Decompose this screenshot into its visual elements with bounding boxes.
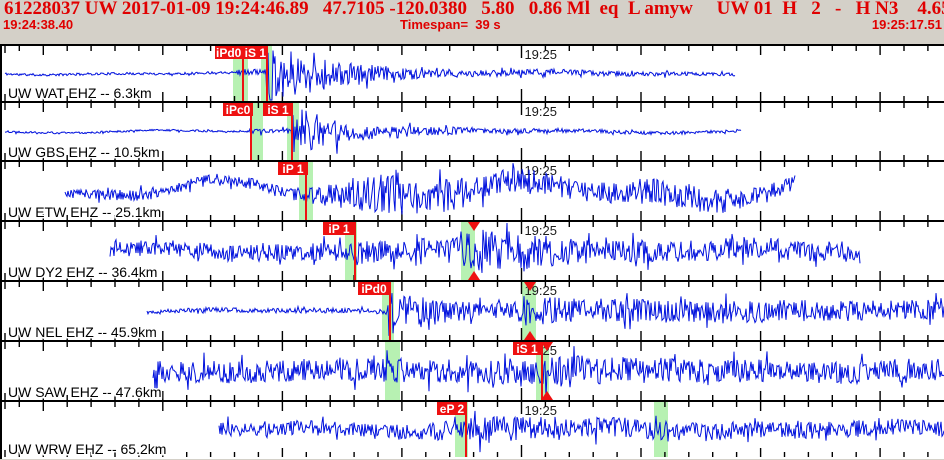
pick-label: iS 1 bbox=[516, 342, 538, 356]
pick-label: iPd0 bbox=[361, 282, 387, 296]
pick-time-line[interactable] bbox=[354, 222, 356, 280]
minute-time-label: 19:25 bbox=[524, 403, 557, 418]
time-tick-marks bbox=[4, 46, 929, 101]
pick-label-box[interactable] bbox=[278, 162, 308, 175]
station-label: UW GBS EHZ -- 10.5km bbox=[8, 144, 160, 160]
pick-label-box[interactable] bbox=[513, 342, 541, 355]
time-tick-marks bbox=[4, 402, 929, 457]
pick-label: iPd0 iS 1 bbox=[216, 46, 266, 60]
seismogram-trace[interactable] bbox=[152, 346, 944, 400]
panel-separator bbox=[0, 101, 944, 103]
pick-flag-top-icon[interactable] bbox=[541, 342, 553, 351]
pick-label-box[interactable] bbox=[215, 46, 267, 59]
pick-label-box[interactable] bbox=[437, 402, 467, 415]
minute-time-label: 19:25 bbox=[524, 223, 557, 238]
seismogram-trace[interactable] bbox=[146, 293, 944, 336]
timespan-label: Timespan= 39 s bbox=[400, 17, 501, 32]
station-label: UW WAT EHZ -- 6.3km bbox=[8, 85, 152, 101]
minute-time-label: 19:25 bbox=[524, 163, 557, 178]
pick-flag-bottom-icon[interactable] bbox=[524, 331, 536, 340]
station-label: UW NEL EHZ -- 45.9km bbox=[8, 324, 157, 340]
pick-label-box[interactable] bbox=[323, 222, 355, 235]
pick-label: iPc0 bbox=[226, 103, 251, 117]
pick-time-line[interactable] bbox=[465, 402, 467, 457]
time-tick-marks bbox=[4, 103, 929, 160]
panel-separator bbox=[0, 44, 944, 46]
pick-time-line[interactable] bbox=[305, 162, 307, 220]
pick-flag-bottom-icon[interactable] bbox=[541, 391, 553, 400]
plot-left-border bbox=[0, 44, 2, 459]
pick-label-box[interactable] bbox=[358, 282, 390, 295]
trace-panel-dy2[interactable]: 19:25 iP 1 UW DY2 EHZ -- 36.4km bbox=[0, 220, 944, 282]
window-start-time: 19:24:38.40 bbox=[3, 17, 74, 32]
trace-panel-etw[interactable]: 19:25 iP 1 UW ETW EHZ -- 25.1km bbox=[0, 160, 944, 222]
minute-time-label: 19:25 bbox=[524, 104, 557, 119]
panel-separator bbox=[0, 400, 944, 402]
pick-label: iP 1 bbox=[328, 222, 349, 236]
station-label: UW SAW EHZ -- 47.6km bbox=[8, 384, 162, 400]
pick-time-line[interactable] bbox=[242, 46, 244, 101]
pick-flag-top-icon[interactable] bbox=[524, 282, 536, 291]
station-label: UW WRW EHZ -- 65.2km bbox=[8, 441, 166, 457]
pick-time-line[interactable] bbox=[291, 103, 293, 160]
pick-time-line[interactable] bbox=[389, 282, 391, 340]
station-label: UW ETW EHZ -- 25.1km bbox=[8, 204, 161, 220]
window-end-time: 19:25:17.51 bbox=[871, 17, 942, 32]
panel-separator bbox=[0, 220, 944, 222]
pick-time-line[interactable] bbox=[541, 342, 543, 400]
trace-panel-wrw[interactable]: 19:25 eP 2 UW WRW EHZ -- 65.2km bbox=[0, 400, 944, 459]
seismogram-trace[interactable] bbox=[64, 163, 796, 215]
pick-highlight-bar bbox=[654, 402, 668, 457]
seismogram-trace[interactable] bbox=[109, 222, 861, 273]
trace-panel-wat[interactable]: 19:25 iPd0 iS 1 UW WAT EHZ -- 6.3km bbox=[0, 44, 944, 103]
pick-label-box[interactable] bbox=[223, 103, 253, 116]
pick-highlight-bar bbox=[251, 103, 263, 160]
pick-label: iP 1 bbox=[282, 162, 303, 176]
panel-separator bbox=[0, 160, 944, 162]
minute-time-label: 19:25 bbox=[524, 47, 557, 62]
panel-separator bbox=[0, 280, 944, 282]
station-label: UW DY2 EHZ -- 36.4km bbox=[8, 264, 157, 280]
pick-label-box[interactable] bbox=[263, 103, 293, 116]
trace-panel-saw[interactable]: 19:25iS 1UW SAW EHZ -- 47.6km bbox=[0, 340, 944, 402]
time-tick-marks bbox=[4, 282, 929, 340]
pick-label: eP 2 bbox=[440, 402, 465, 416]
pick-time-line[interactable] bbox=[250, 103, 252, 160]
seismogram-trace[interactable] bbox=[4, 109, 742, 154]
event-header: 61228037 UW 2017-01-09 19:24:46.89 47.71… bbox=[4, 0, 944, 19]
time-tick-marks bbox=[4, 162, 929, 220]
pick-flag-bottom-icon[interactable] bbox=[468, 271, 480, 280]
seismogram-trace[interactable] bbox=[4, 50, 736, 101]
panel-separator bbox=[0, 340, 944, 342]
trace-panel-gbs[interactable]: 19:25 iPc0 iS 1 UW GBS EHZ -- 10.5km bbox=[0, 101, 944, 162]
pick-label: iS 1 bbox=[267, 103, 289, 117]
pick-time-line[interactable] bbox=[266, 46, 268, 101]
pick-flag-top-icon[interactable] bbox=[468, 222, 480, 231]
pick-highlight-bar bbox=[461, 222, 475, 280]
seismogram-trace[interactable] bbox=[218, 410, 944, 453]
